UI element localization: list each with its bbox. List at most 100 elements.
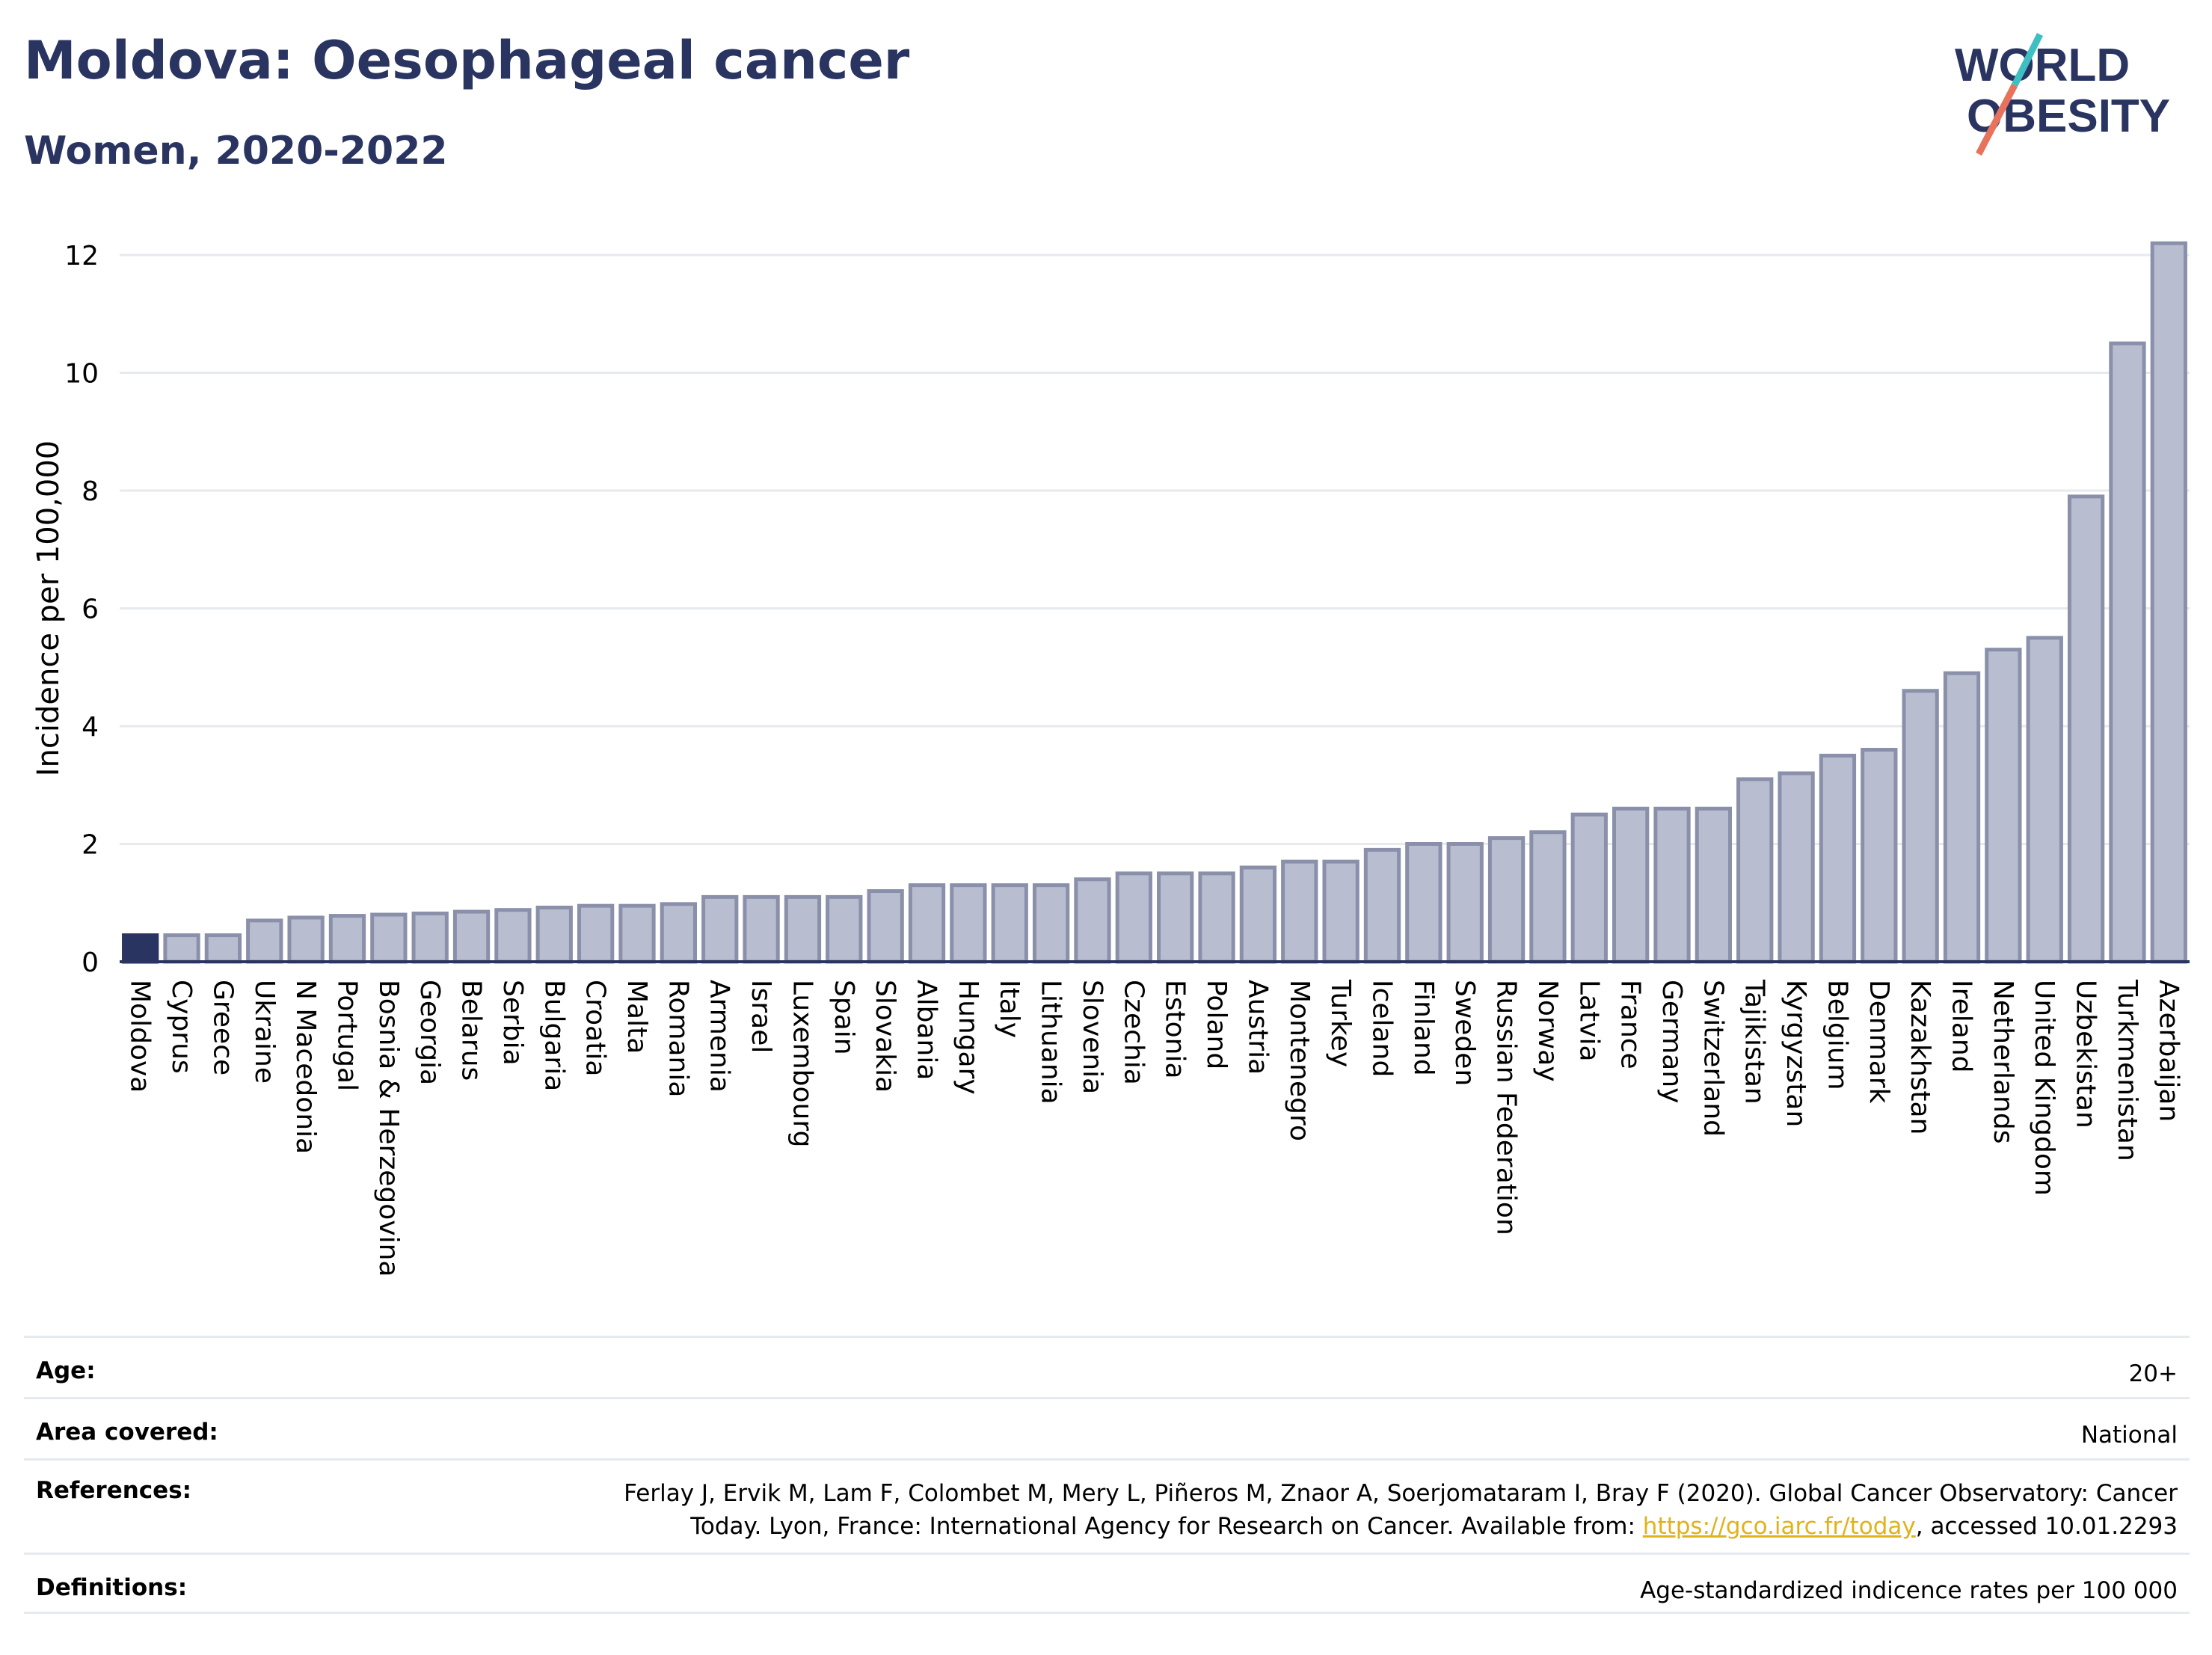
x-tick-label: Hungary bbox=[953, 980, 983, 1095]
area-label: Area covered: bbox=[36, 1419, 218, 1446]
x-tick-label: Belgium bbox=[1822, 980, 1852, 1090]
bar-russian-federation bbox=[1487, 836, 1526, 964]
x-tick-label: Slovakia bbox=[870, 980, 900, 1093]
bar-united-kingdom bbox=[2026, 636, 2063, 964]
age-value: 20+ bbox=[2128, 1360, 2178, 1387]
x-tick-label: Iceland bbox=[1366, 980, 1397, 1077]
references-text: Ferlay J, Ervik M, Lam F, Colombet M, Me… bbox=[624, 1480, 2178, 1540]
x-tick-label: Poland bbox=[1201, 980, 1232, 1069]
x-tick-label: Malta bbox=[621, 980, 652, 1054]
y-tick-label: 4 bbox=[82, 712, 99, 743]
x-tick-label: Belarus bbox=[456, 980, 487, 1081]
bar-n-macedonia bbox=[287, 915, 325, 964]
bar-ukraine bbox=[246, 918, 283, 964]
x-tick-label: Sweden bbox=[1449, 980, 1480, 1086]
bar-kazakhstan bbox=[1902, 689, 1939, 964]
bar-norway bbox=[1529, 830, 1567, 964]
bar-tajikistan bbox=[1736, 777, 1774, 964]
x-tick-label: Finland bbox=[1408, 980, 1439, 1076]
bar-hungary bbox=[950, 883, 987, 964]
bar-estonia bbox=[1157, 871, 1194, 964]
bar-sweden bbox=[1446, 842, 1484, 964]
x-tick-label: Portugal bbox=[331, 980, 362, 1091]
x-tick-label: Slovenia bbox=[1077, 980, 1107, 1094]
bar-slovenia bbox=[1074, 877, 1111, 964]
x-tick-label: Ukraine bbox=[249, 980, 280, 1084]
world-obesity-logo: WORLD OBESITY bbox=[1955, 32, 2170, 156]
x-tick-label: Croatia bbox=[580, 980, 611, 1076]
y-tick-label: 12 bbox=[64, 241, 99, 271]
x-tick-label: Czechia bbox=[1118, 980, 1149, 1085]
x-tick-label: Kyrgyzstan bbox=[1781, 980, 1811, 1127]
x-tick-label: Greece bbox=[207, 980, 238, 1075]
bar-germany bbox=[1653, 806, 1691, 964]
y-tick-label: 2 bbox=[82, 830, 99, 861]
bar-israel bbox=[743, 894, 780, 964]
bar-belarus bbox=[452, 909, 491, 964]
y-tick-label: 0 bbox=[82, 948, 99, 978]
x-tick-label: Bulgaria bbox=[538, 980, 569, 1091]
definitions-label: Definitions: bbox=[36, 1574, 188, 1601]
x-tick-label: Spain bbox=[829, 980, 859, 1055]
bar-bosnia-herzegovina bbox=[370, 912, 408, 964]
x-tick-label: Switzerland bbox=[1698, 980, 1728, 1137]
x-tick-label: Denmark bbox=[1864, 980, 1894, 1104]
references-link[interactable]: https://gco.iarc.fr/today bbox=[1642, 1513, 1916, 1540]
x-tick-label: France bbox=[1615, 980, 1646, 1069]
bar-italy bbox=[991, 883, 1028, 964]
chart-title: Moldova: Oesophageal cancer bbox=[24, 30, 910, 91]
x-tick-label: Kazakhstan bbox=[1905, 980, 1935, 1134]
meta-row-area: Area covered: National bbox=[24, 1397, 2190, 1458]
x-tick-label: Romania bbox=[663, 980, 693, 1097]
bar-austria bbox=[1239, 865, 1277, 964]
y-tick-label: 8 bbox=[82, 476, 99, 507]
bar-albania bbox=[908, 883, 946, 964]
x-tick-label: Turkmenistan bbox=[2112, 979, 2142, 1161]
x-tick-label: Moldova bbox=[125, 980, 156, 1093]
x-tick-label: Azerbaijan bbox=[2153, 980, 2184, 1122]
meta-row-definitions: Definitions: Age-standardized indicence … bbox=[24, 1553, 2190, 1614]
x-tick-label: Cyprus bbox=[166, 980, 197, 1074]
y-axis-label: Incidence per 100,000 bbox=[31, 440, 66, 777]
bar-lithuania bbox=[1032, 883, 1070, 964]
bar-montenegro bbox=[1281, 859, 1318, 964]
bar-malta bbox=[618, 903, 656, 964]
bar-chart: 0 2 4 6 8 10 12 Incidence per 100,000 Moldova Cyp… bbox=[31, 241, 2190, 1277]
bar-denmark bbox=[1861, 748, 1898, 964]
x-tick-label: Montenegro bbox=[1284, 980, 1315, 1141]
bar-turkmenistan bbox=[2109, 341, 2146, 964]
x-tick-label: Italy bbox=[994, 980, 1024, 1038]
logo-line1: WORLD bbox=[1955, 40, 2130, 91]
y-tick-label: 10 bbox=[64, 359, 99, 390]
references-label: References: bbox=[36, 1477, 192, 1504]
area-value: National bbox=[2080, 1422, 2178, 1449]
x-tick-label: Israel bbox=[746, 980, 776, 1053]
bar-portugal bbox=[328, 914, 366, 964]
x-tick-label: Georgia bbox=[414, 980, 445, 1085]
x-tick-label: Ireland bbox=[1947, 980, 1977, 1073]
logo-teal-stroke bbox=[2011, 32, 2044, 87]
bar-belgium bbox=[1819, 753, 1857, 964]
x-tick-label: Norway bbox=[1532, 980, 1563, 1082]
x-tick-label: Lithuania bbox=[1036, 980, 1066, 1105]
bar-cyprus bbox=[163, 933, 200, 964]
meta-row-age: Age: 20+ bbox=[24, 1336, 2190, 1397]
x-tick-label: Germany bbox=[1656, 980, 1687, 1103]
bar-uzbekistan bbox=[2067, 494, 2105, 964]
logo-coral-stroke bbox=[1976, 83, 2018, 156]
bar-netherlands bbox=[1985, 648, 2022, 964]
bar-serbia bbox=[494, 908, 532, 964]
bar-latvia bbox=[1570, 812, 1608, 964]
meta-row-references: References: Ferlay J, Ervik M, Lam F, Co… bbox=[24, 1458, 2190, 1553]
bar-moldova bbox=[122, 933, 159, 964]
age-label: Age: bbox=[36, 1357, 96, 1384]
bar-finland bbox=[1405, 842, 1443, 964]
x-tick-label: United Kingdom bbox=[2029, 980, 2059, 1196]
bar-turkey bbox=[1322, 859, 1360, 964]
bar-poland bbox=[1198, 871, 1235, 964]
x-tick-label: Austria bbox=[1242, 980, 1273, 1075]
x-tick-label: Latvia bbox=[1573, 980, 1604, 1062]
x-tick-label: Russian Federation bbox=[1491, 980, 1522, 1235]
bar-azerbaijan bbox=[2150, 241, 2187, 964]
x-tick-label: Netherlands bbox=[1988, 980, 2018, 1143]
